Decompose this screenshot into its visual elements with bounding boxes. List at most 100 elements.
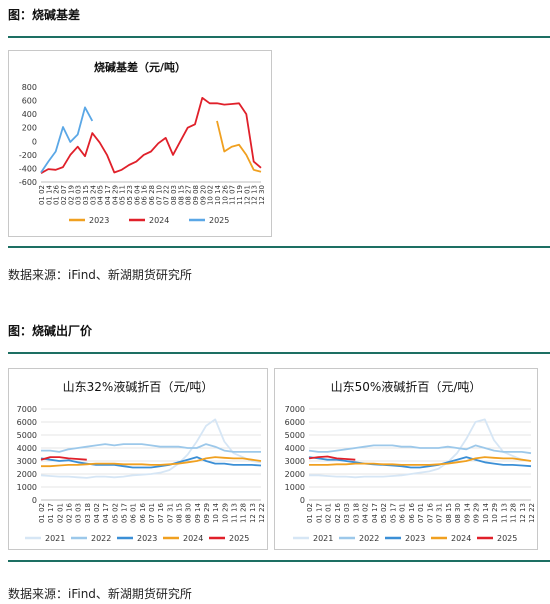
x-tick-label: 12 22 bbox=[258, 503, 266, 523]
x-tick-label: 11 07 bbox=[229, 185, 237, 205]
y-tick-label: 800 bbox=[22, 83, 37, 92]
x-tick-label: 09 29 bbox=[473, 503, 481, 523]
x-tick-label: 02 01 bbox=[325, 503, 333, 523]
y-tick-label: 0 bbox=[32, 496, 37, 505]
x-tick-label: 12 22 bbox=[528, 503, 536, 523]
series-line-2024 bbox=[309, 456, 532, 466]
x-tick-label: 09 29 bbox=[203, 503, 211, 523]
x-tick-label: 07 01 bbox=[417, 503, 425, 523]
x-tick-label: 05 11 bbox=[119, 185, 127, 205]
series-line-2022 bbox=[41, 443, 261, 453]
x-tick-label: 11 13 bbox=[231, 503, 239, 523]
x-tick-label: 01 14 bbox=[45, 184, 53, 205]
y-tick-label: 5000 bbox=[285, 431, 305, 440]
series-line-2021 bbox=[40, 418, 262, 479]
x-tick-label: 01 17 bbox=[315, 503, 323, 523]
x-tick-label: 08 15 bbox=[176, 503, 184, 523]
x-tick-label: 02 07 bbox=[60, 185, 68, 205]
figure1-source: 数据来源：iFind、新湖期货研究所 bbox=[8, 268, 192, 282]
legend-label-2022: 2022 bbox=[359, 534, 379, 543]
x-tick-label: 12 13 bbox=[251, 185, 259, 205]
legend-label-2025: 2025 bbox=[229, 534, 249, 543]
x-tick-label: 05 17 bbox=[389, 503, 397, 523]
y-tick-label: 3000 bbox=[17, 457, 37, 466]
x-tick-label: 11 28 bbox=[510, 503, 518, 523]
x-tick-label: 07 16 bbox=[426, 502, 434, 523]
x-tick-label: 03 18 bbox=[352, 503, 360, 523]
series-line-2023 bbox=[308, 456, 532, 469]
x-tick-label: 08 15 bbox=[177, 185, 185, 205]
figure2-top-rule bbox=[8, 352, 550, 354]
y-tick-label: 400 bbox=[22, 110, 37, 119]
y-tick-label: 7000 bbox=[285, 405, 305, 414]
series-line-2023 bbox=[40, 456, 262, 469]
series-line-2025 bbox=[40, 456, 87, 461]
x-tick-label: 06 16 bbox=[141, 184, 149, 205]
y-tick-label: -600 bbox=[19, 178, 37, 187]
x-tick-label: 11 13 bbox=[500, 503, 508, 523]
x-tick-label: 11 19 bbox=[236, 185, 244, 205]
x-tick-label: 08 03 bbox=[170, 185, 178, 205]
legend-label-2023: 2023 bbox=[405, 534, 425, 543]
x-tick-label: 01 02 bbox=[38, 503, 46, 523]
x-tick-label: 07 22 bbox=[163, 185, 171, 205]
x-tick-label: 06 16 bbox=[139, 502, 147, 523]
series-line-2021 bbox=[309, 418, 532, 479]
x-tick-label: 04 17 bbox=[102, 503, 110, 523]
y-tick-label: 4000 bbox=[285, 444, 305, 453]
x-tick-label: 04 17 bbox=[104, 185, 112, 205]
chart-title: 山东50%液碱折百（元/吨） bbox=[331, 379, 482, 394]
series-line-2025 bbox=[308, 455, 356, 461]
y-tick-label: 3000 bbox=[285, 457, 305, 466]
x-tick-label: 09 14 bbox=[194, 502, 202, 523]
figure2-source: 数据来源：iFind、新湖期货研究所 bbox=[8, 587, 192, 601]
x-tick-label: 06 28 bbox=[148, 185, 156, 205]
x-tick-label: 08 15 bbox=[445, 503, 453, 523]
legend-label-2024: 2024 bbox=[183, 534, 203, 543]
x-tick-label: 02 16 bbox=[66, 502, 74, 523]
legend-label-2025: 2025 bbox=[209, 216, 229, 225]
figure1-caption: 图：烧碱基差 bbox=[8, 8, 81, 22]
y-tick-label: 6000 bbox=[17, 418, 37, 427]
x-tick-label: 01 17 bbox=[47, 503, 55, 523]
x-tick-label: 03 03 bbox=[75, 185, 83, 205]
y-tick-label: 2000 bbox=[285, 470, 305, 479]
x-tick-label: 05 02 bbox=[111, 503, 119, 523]
x-tick-label: 06 16 bbox=[408, 502, 416, 523]
figure1-top-rule bbox=[8, 36, 550, 38]
y-tick-label: 5000 bbox=[17, 431, 37, 440]
x-tick-label: 09 14 bbox=[463, 502, 471, 523]
x-tick-label: 12 13 bbox=[249, 503, 257, 523]
x-tick-label: 12 01 bbox=[243, 185, 251, 205]
y-tick-label: 1000 bbox=[285, 483, 305, 492]
x-tick-label: 05 02 bbox=[380, 503, 388, 523]
x-tick-label: 03 18 bbox=[84, 503, 92, 523]
x-tick-label: 03 03 bbox=[75, 503, 83, 523]
sd50-chart-svg: 山东50%液碱折百（元/吨） 0 1000 2000 3000 4000 5000 6000 7… bbox=[285, 379, 536, 543]
legend-label-2024: 2024 bbox=[451, 534, 471, 543]
chart-title: 山东32%液碱折百（元/吨） bbox=[63, 379, 214, 394]
x-tick-label: 02 01 bbox=[56, 503, 64, 523]
y-tick-label: 6000 bbox=[285, 418, 305, 427]
x-tick-label: 04 17 bbox=[371, 503, 379, 523]
x-tick-label: 04 29 bbox=[111, 185, 119, 205]
y-tick-label: 600 bbox=[22, 97, 37, 106]
x-tick-label: 08 30 bbox=[454, 503, 462, 523]
x-tick-label: 01 02 bbox=[306, 503, 314, 523]
x-tick-label: 04 02 bbox=[93, 503, 101, 523]
legend-label-2024: 2024 bbox=[149, 216, 169, 225]
x-tick-label: 10 14 bbox=[482, 502, 490, 523]
series-line-2025 bbox=[40, 106, 94, 174]
x-tick-label: 03 03 bbox=[343, 503, 351, 523]
x-tick-label: 08 27 bbox=[185, 185, 193, 205]
x-tick-label: 10 02 bbox=[207, 185, 215, 205]
x-tick-label: 04 02 bbox=[362, 503, 370, 523]
legend-label-2022: 2022 bbox=[91, 534, 111, 543]
y-tick-label: 200 bbox=[22, 124, 37, 133]
x-tick-label: 05 23 bbox=[126, 185, 134, 205]
x-tick-label: 04 05 bbox=[97, 185, 105, 205]
legend-label-2023: 2023 bbox=[89, 216, 109, 225]
y-tick-label: -200 bbox=[19, 151, 37, 160]
x-tick-label: 07 16 bbox=[157, 502, 165, 523]
